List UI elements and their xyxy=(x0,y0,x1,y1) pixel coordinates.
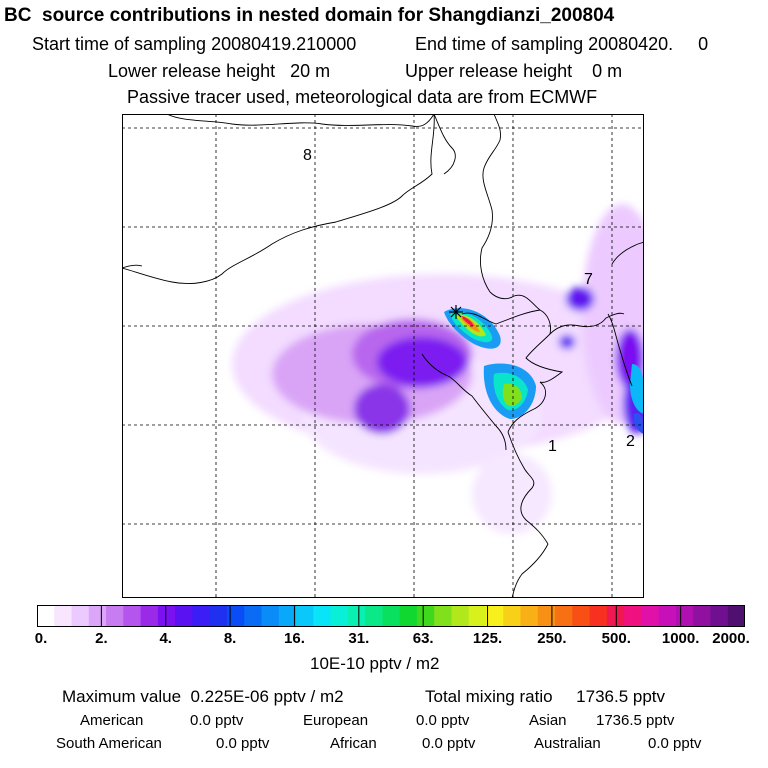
colorbar-tick: 2. xyxy=(95,630,108,647)
colorbar-cell xyxy=(140,605,159,627)
map-label-7: 7 xyxy=(584,271,593,288)
colorbar-cell xyxy=(503,605,522,627)
region-label: Asian xyxy=(529,712,567,729)
lat-lon-grid xyxy=(122,114,644,598)
coastlines xyxy=(122,114,644,598)
map-label-1: 1 xyxy=(548,438,557,455)
colorbar-tick: 8. xyxy=(223,630,237,647)
region-value: 0.0 pptv xyxy=(416,712,470,729)
colorbar-cell xyxy=(123,605,142,627)
colorbar-tick: 0. xyxy=(34,630,48,647)
colorbar-cell xyxy=(261,605,280,627)
map-label-8: 8 xyxy=(303,147,312,164)
colorbar-cell xyxy=(365,605,383,627)
start-time-label: Start time of sampling 20080419.210000 xyxy=(32,34,357,54)
upper-release-height: Upper release height 0 m xyxy=(405,61,623,81)
colorbar-cell xyxy=(330,605,349,627)
colorbar-cell xyxy=(244,605,262,627)
colorbar-cell xyxy=(37,605,55,627)
colorbar-tick: 2000. xyxy=(712,630,750,647)
colorbar-cell xyxy=(192,605,211,627)
colorbar-cell xyxy=(468,605,487,627)
colorbar-cell xyxy=(106,605,124,627)
colorbar-cell xyxy=(485,605,504,627)
region-value: 0.0 pptv xyxy=(190,712,244,729)
lower-release-height: Lower release height 20 m xyxy=(108,61,331,81)
colorbar-tick: 31. xyxy=(348,630,370,647)
colorbar-cell xyxy=(520,605,539,627)
region-label: African xyxy=(330,735,377,752)
colorbar-cell xyxy=(675,605,694,627)
colorbar-cell xyxy=(451,605,470,627)
colorbar-cell xyxy=(727,605,745,627)
colorbar-cell xyxy=(209,605,228,627)
colorbar-units: 10E-10 pptv / m2 xyxy=(310,654,440,673)
colorbar-cell xyxy=(313,605,332,627)
colorbar-cell xyxy=(88,605,107,627)
colorbar-tick: 16. xyxy=(284,630,305,647)
colorbar-cell xyxy=(296,605,314,627)
colorbar-cell xyxy=(537,605,556,627)
colorbar-cell xyxy=(399,605,418,627)
colorbar-tick: 250. xyxy=(537,630,567,647)
colorbar-cell xyxy=(693,605,711,627)
max-value: Maximum value 0.225E-06 pptv / m2 xyxy=(62,687,344,706)
colorbar-tick: 63. xyxy=(412,630,434,647)
colorbar-cell xyxy=(434,605,452,627)
colorbar-tick: 1000. xyxy=(661,630,700,647)
colorbar-cell xyxy=(226,605,245,627)
total-mixing-ratio: Total mixing ratio 1736.5 pptv xyxy=(425,687,666,706)
region-value: 0.0 pptv xyxy=(216,735,270,752)
colorbar-cell xyxy=(555,605,573,627)
colorbar-cell xyxy=(658,605,677,627)
colorbar-cell xyxy=(589,605,608,627)
colorbar-cell xyxy=(606,605,625,627)
colorbar xyxy=(37,605,745,627)
colorbar-tick: 125. xyxy=(472,630,503,647)
plot-title: BC source contributions in nested domain… xyxy=(4,5,615,26)
colorbar-cell xyxy=(624,605,642,627)
region-label: American xyxy=(80,712,144,729)
region-label: South American xyxy=(56,735,162,752)
colorbar-cell xyxy=(54,605,73,627)
colorbar-cell xyxy=(157,605,176,627)
region-label: Australian xyxy=(534,735,601,752)
region-value: 1736.5 pptv xyxy=(596,712,675,729)
colorbar-cell xyxy=(347,605,366,627)
colorbar-cell xyxy=(416,605,435,627)
map-label-2: 2 xyxy=(626,433,635,450)
colorbar-cell xyxy=(71,605,90,627)
region-value: 0.0 pptv xyxy=(422,735,476,752)
colorbar-cell xyxy=(710,605,729,627)
receptor-marker xyxy=(449,305,463,319)
region-value: 0.0 pptv xyxy=(648,735,702,752)
tracer-info: Passive tracer used, meteorological data… xyxy=(127,87,598,107)
colorbar-cell xyxy=(175,605,193,627)
colorbar-tick: 500. xyxy=(601,630,631,647)
colorbar-cell xyxy=(572,605,591,627)
colorbar-cell xyxy=(278,605,297,627)
concentration-field xyxy=(232,204,644,534)
colorbar-tick: 4. xyxy=(159,630,172,647)
end-time-label: End time of sampling 20080420. 0 xyxy=(415,34,709,54)
colorbar-cell xyxy=(641,605,660,627)
colorbar-cell xyxy=(382,605,401,627)
region-label: European xyxy=(303,712,369,729)
map-plot: 8 7 1 2 xyxy=(122,114,644,598)
